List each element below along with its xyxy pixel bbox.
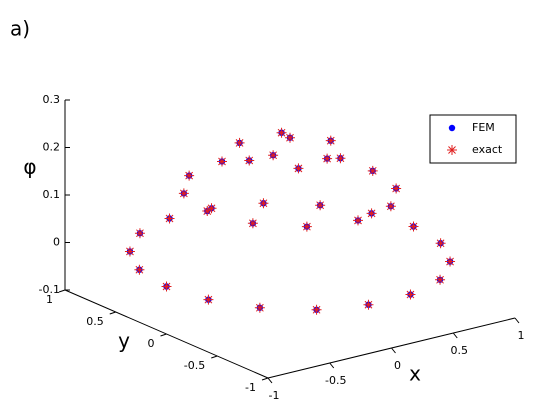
point: [293, 163, 304, 174]
point: [325, 135, 336, 146]
legend-label: FEM: [472, 121, 495, 134]
y-tick-label: 0.5: [86, 315, 104, 328]
y-axis-label: y: [118, 329, 130, 353]
point: [184, 170, 195, 181]
y-tick-label: 0: [148, 337, 155, 350]
point: [367, 165, 378, 176]
legend-marker: [448, 124, 456, 132]
legend-box: [429, 114, 517, 164]
z-tick-label: 0: [53, 236, 60, 249]
x-tick: [329, 362, 335, 369]
y-tick-label: -1: [245, 381, 256, 394]
point: [322, 153, 333, 164]
x-tick-label: 0.5: [451, 344, 469, 357]
x-tick: [267, 377, 273, 384]
z-axis-label: φ: [23, 155, 36, 179]
point: [268, 150, 279, 161]
x-tick: [452, 332, 458, 339]
y-tick: [211, 355, 218, 359]
y-tick-label: -0.5: [184, 359, 205, 372]
x-tick-label: -0.5: [325, 374, 346, 387]
point: [164, 213, 175, 224]
point: [301, 221, 312, 232]
z-tick-label: 0.2: [43, 141, 61, 154]
y-tick: [58, 289, 66, 293]
point: [124, 246, 135, 257]
point: [254, 302, 265, 313]
point: [405, 289, 416, 300]
x-tick: [391, 347, 396, 354]
point: [244, 155, 255, 166]
point: [206, 203, 217, 214]
point: [203, 294, 214, 305]
point: [391, 183, 402, 194]
point: [335, 153, 346, 164]
y-tick: [160, 333, 167, 337]
legend-marker: [447, 145, 457, 155]
point: [408, 221, 419, 232]
point: [202, 206, 213, 217]
y-tick: [109, 311, 116, 315]
z-tick-label: -0.1: [39, 283, 60, 296]
point: [178, 188, 189, 199]
x-tick-label: 1: [518, 329, 525, 342]
point: [276, 127, 287, 138]
point: [311, 304, 322, 315]
point: [216, 156, 227, 167]
x-tick-label: -1: [269, 389, 280, 402]
point: [161, 281, 172, 292]
y-tick: [261, 377, 269, 381]
point: [363, 299, 374, 310]
legend-label: exact: [472, 143, 503, 156]
z-tick-label: 0.1: [43, 188, 61, 201]
x-tick: [514, 317, 520, 324]
panel-label: a): [10, 17, 30, 41]
y-tick-label: 1: [46, 293, 53, 306]
x-axis-label: x: [409, 362, 421, 386]
point: [258, 198, 269, 209]
x-tick-label: 0: [394, 359, 401, 372]
point: [366, 208, 377, 219]
point: [315, 200, 326, 211]
point: [247, 218, 258, 229]
point: [134, 264, 145, 275]
point: [435, 274, 446, 285]
point: [134, 228, 145, 239]
point: [445, 256, 456, 267]
series: [124, 127, 456, 315]
point: [385, 201, 396, 212]
z-tick-label: 0.3: [43, 93, 61, 106]
point: [435, 238, 446, 249]
point: [285, 132, 295, 143]
point: [353, 215, 364, 226]
point: [234, 137, 245, 148]
